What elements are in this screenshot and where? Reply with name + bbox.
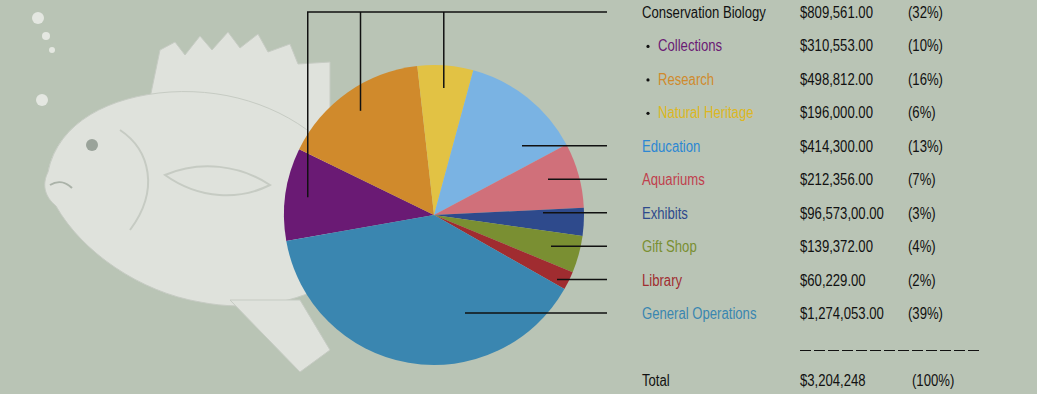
legend-percent: (16%) bbox=[908, 71, 943, 88]
fish-fin bbox=[230, 300, 330, 372]
legend-amount: $414,300.00 bbox=[800, 138, 873, 155]
chart-root: Conservation Biology $809,561.00 (32%) Coll… bbox=[0, 0, 1037, 394]
legend-amount: $196,000.00 bbox=[800, 104, 873, 121]
legend-percent: (39%) bbox=[908, 305, 943, 322]
bubble bbox=[49, 47, 55, 53]
legend-percent: (13%) bbox=[908, 138, 943, 155]
total-percent: (100%) bbox=[912, 372, 954, 389]
legend-label: General Operations bbox=[642, 305, 756, 322]
bullet bbox=[646, 78, 649, 81]
legend-label: Collections bbox=[658, 37, 722, 54]
leader-line bbox=[543, 212, 607, 214]
bubble bbox=[42, 32, 50, 40]
legend-label: Exhibits bbox=[642, 204, 688, 221]
pie bbox=[284, 65, 584, 365]
total-label: Total bbox=[642, 372, 670, 389]
group-amount: $809,561.00 bbox=[800, 4, 873, 21]
background bbox=[0, 0, 1037, 394]
legend-amount: $1,274,053.00 bbox=[800, 305, 884, 322]
legend-amount: $498,812.00 bbox=[800, 71, 873, 88]
pie-slice bbox=[299, 66, 434, 215]
legend-label: Library bbox=[642, 271, 683, 288]
group-label: Conservation Biology bbox=[642, 4, 767, 21]
legend-label: Natural Heritage bbox=[658, 104, 754, 121]
bubble bbox=[36, 94, 48, 106]
chart-svg: Conservation Biology $809,561.00 (32%) Coll… bbox=[0, 0, 1037, 394]
fish-fin bbox=[165, 166, 270, 195]
legend-label: Education bbox=[642, 138, 700, 155]
legend-table: Conservation Biology $809,561.00 (32%) Coll… bbox=[642, 4, 980, 389]
leader-line bbox=[307, 12, 309, 197]
leader-line bbox=[557, 279, 607, 281]
group-bracket bbox=[307, 11, 607, 13]
legend-label: Aquariums bbox=[642, 171, 705, 188]
separator bbox=[800, 350, 980, 351]
leader-line bbox=[465, 312, 607, 314]
total-amount: $3,204,248 bbox=[800, 372, 866, 389]
legend-label: Research bbox=[658, 71, 714, 88]
legend-amount: $139,372.00 bbox=[800, 238, 873, 255]
bullet bbox=[646, 112, 649, 115]
fish-illustration bbox=[32, 12, 330, 372]
legend-percent: (3%) bbox=[908, 204, 936, 221]
legend-percent: (6%) bbox=[908, 104, 936, 121]
legend-amount: $212,356.00 bbox=[800, 171, 873, 188]
legend-amount: $60,229.00 bbox=[800, 271, 866, 288]
pie-slice bbox=[286, 215, 564, 365]
fish-eye bbox=[86, 139, 98, 151]
legend-percent: (10%) bbox=[908, 37, 943, 54]
leader-line bbox=[548, 179, 607, 181]
legend-label: Gift Shop bbox=[642, 238, 697, 255]
leader-line bbox=[443, 12, 445, 88]
leader-line bbox=[360, 12, 362, 111]
legend-percent: (2%) bbox=[908, 271, 936, 288]
fish-mouth bbox=[50, 182, 72, 188]
leader-lines bbox=[307, 12, 607, 313]
fish-gill bbox=[120, 130, 148, 230]
legend-amount: $96,573,00.00 bbox=[800, 204, 884, 221]
group-percent: (32%) bbox=[908, 4, 943, 21]
leader-line bbox=[522, 145, 607, 147]
legend-percent: (4%) bbox=[908, 238, 936, 255]
legend-percent: (7%) bbox=[908, 171, 936, 188]
bullet bbox=[646, 45, 649, 48]
legend-amount: $310,553.00 bbox=[800, 37, 873, 54]
leader-line bbox=[551, 245, 607, 247]
bubble bbox=[32, 12, 44, 24]
